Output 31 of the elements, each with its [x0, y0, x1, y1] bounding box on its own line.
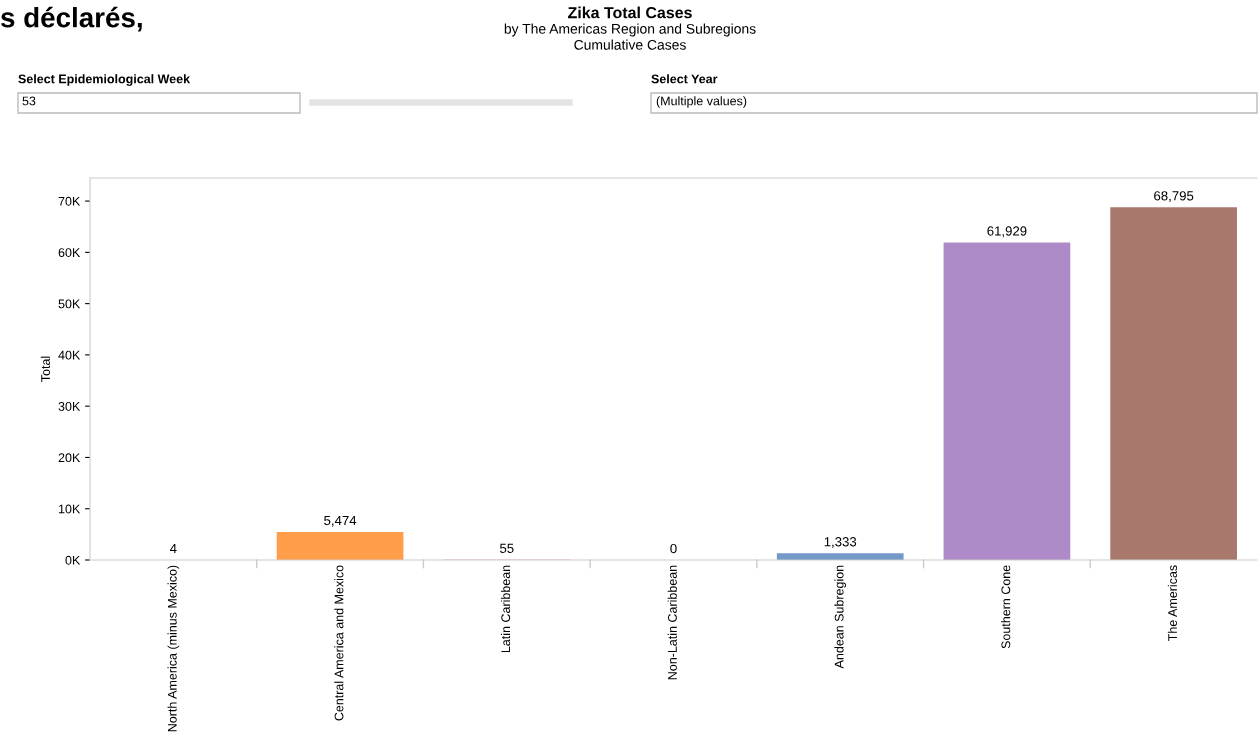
- data-label: 68,795: [1154, 191, 1194, 203]
- x-tick-label: North America (minus Mexico): [167, 565, 180, 732]
- data-label: 1,333: [824, 537, 857, 548]
- x-tick-label: Central America and Mexico: [334, 565, 344, 721]
- y-tick-label: 0K: [65, 555, 81, 565]
- text: s déclarés,: [0, 6, 142, 32]
- text: Cumulative Cases: [574, 39, 686, 50]
- x-tick-label: Latin Caribbean: [500, 565, 511, 653]
- y-tick-label: 10K: [58, 504, 81, 514]
- data-label: 61,929: [987, 226, 1027, 238]
- y-tick-label: 40K: [58, 350, 81, 360]
- data-label: 55: [499, 543, 514, 553]
- y-tick-label: 50K: [58, 299, 81, 309]
- y-tick-label: 60K: [58, 248, 81, 257]
- chart-subtitle: by The Americas Region and Subregions: [504, 23, 756, 37]
- data-label: 0: [670, 543, 677, 554]
- text: 53: [22, 96, 36, 106]
- y-tick-label: 30K: [58, 401, 81, 411]
- chart-title: Zika Total Cases: [568, 6, 692, 19]
- x-tick-label: Andean Subregion: [834, 565, 847, 669]
- data-label: 5,474: [324, 515, 357, 527]
- y-tick-label: 70K: [58, 196, 81, 206]
- data-label: 4: [169, 544, 177, 554]
- x-tick-label: Southern Cone: [1001, 565, 1011, 649]
- y-tick-label: 20K: [58, 453, 81, 463]
- text: Select Year: [651, 74, 718, 84]
- text: (Multiple values): [656, 96, 747, 108]
- x-tick-label: Non-Latin Caribbean: [667, 565, 677, 680]
- y-axis-title: Total: [40, 356, 51, 382]
- text: Select Epidemiological Week: [18, 74, 191, 86]
- x-tick-label: The Americas: [1167, 565, 1177, 641]
